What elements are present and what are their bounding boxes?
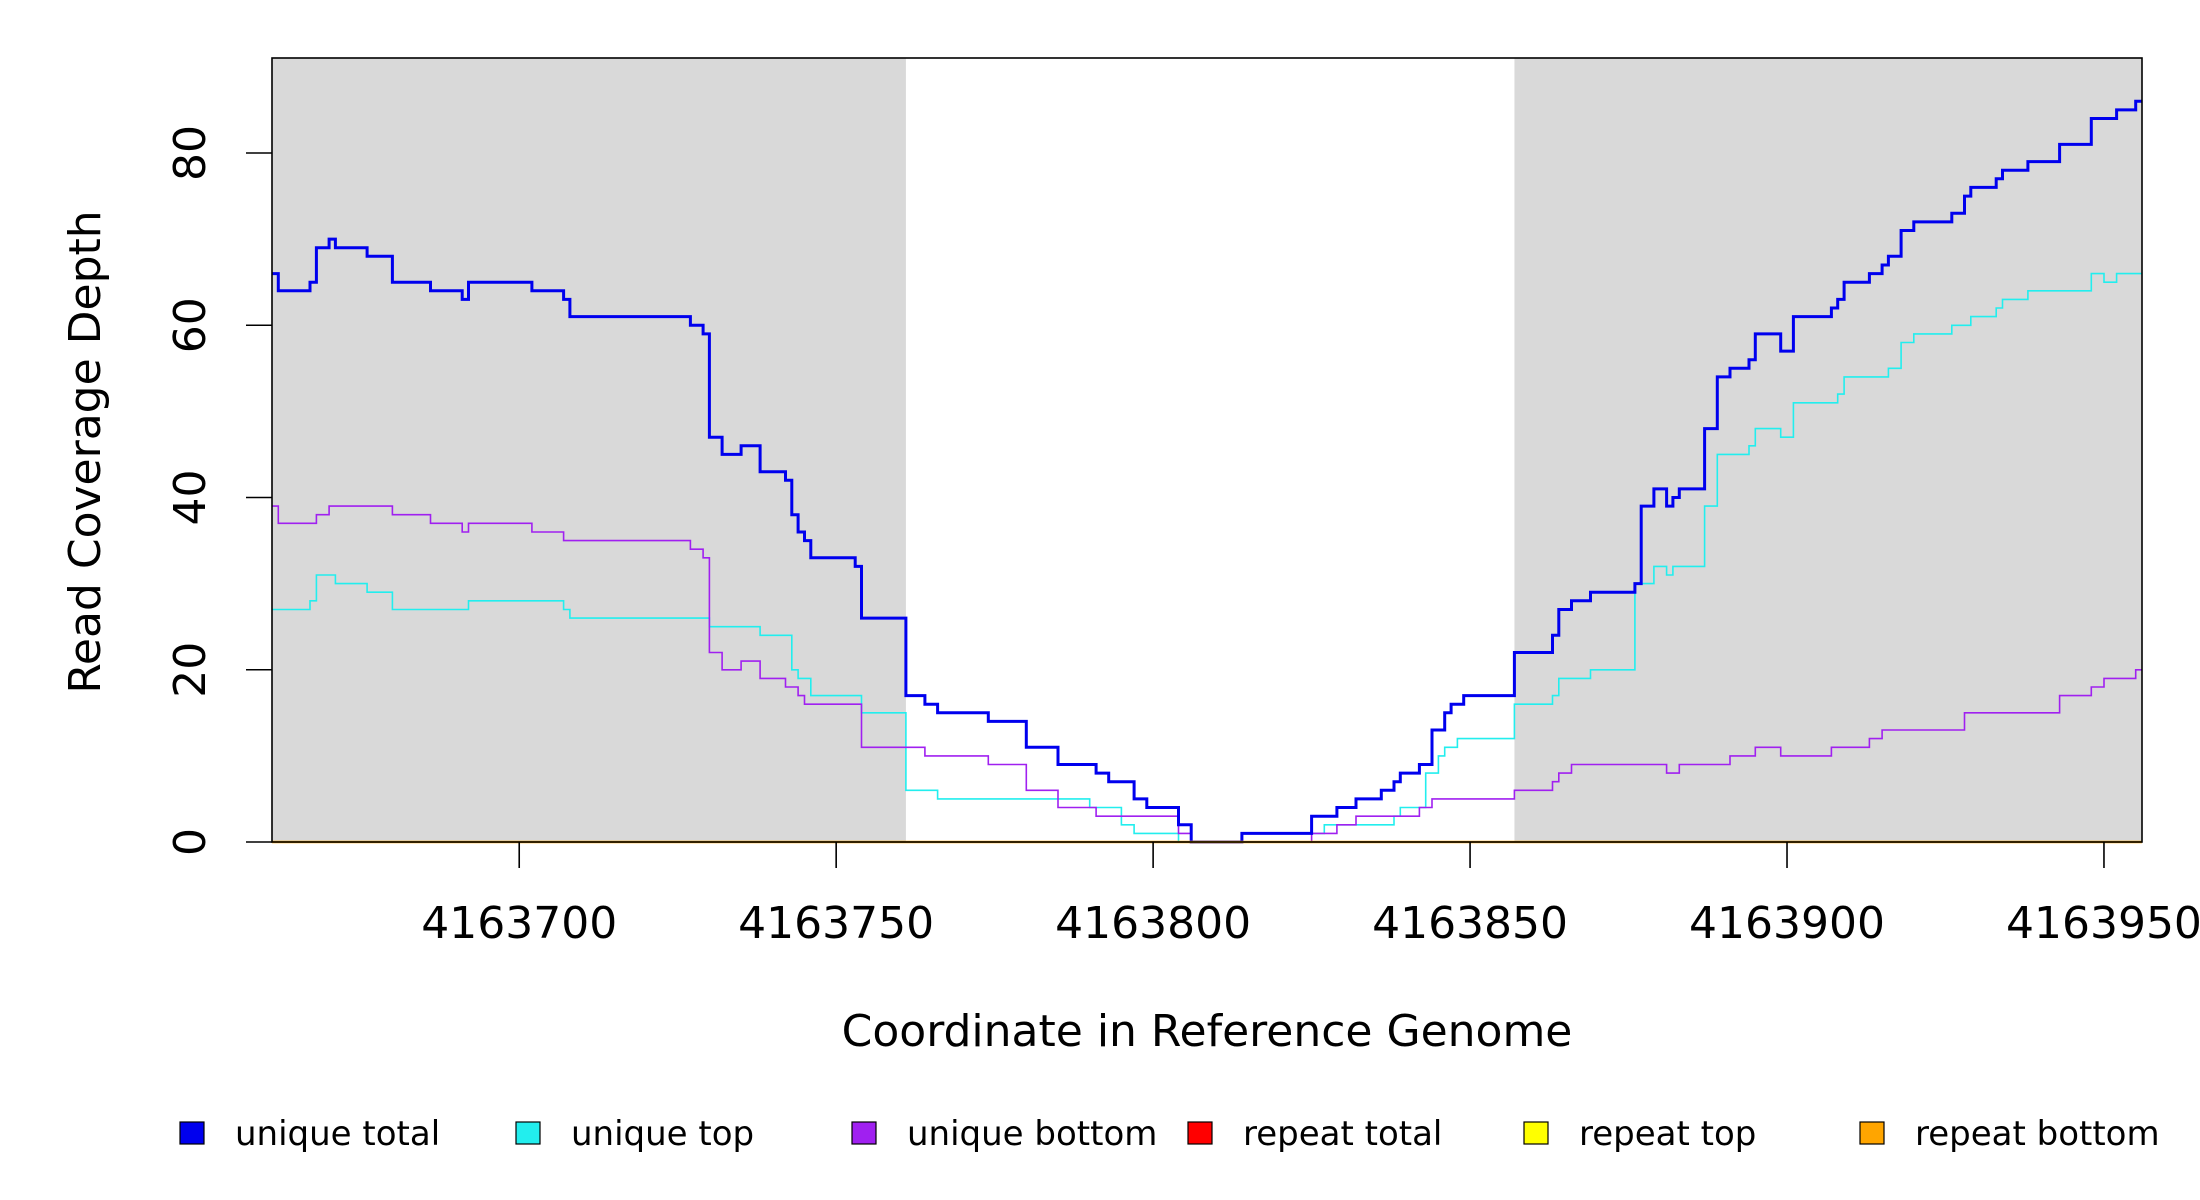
legend-item: repeat total: [1187, 1114, 1442, 1154]
series-line-unique-total: [272, 99, 2142, 844]
y-tick-label: 20: [165, 642, 216, 698]
x-axis-label: Coordinate in Reference Genome: [842, 1006, 1573, 1057]
x-tick-label: 4163800: [1055, 898, 1251, 949]
legend-label: unique bottom: [907, 1114, 1157, 1154]
legend-swatch: [1859, 1121, 1885, 1145]
y-tick-label: 40: [165, 470, 216, 526]
legend-swatch: [179, 1121, 205, 1145]
legend-label: repeat total: [1243, 1114, 1442, 1154]
shaded-region-2: [1514, 58, 2142, 842]
x-tick-label: 4163900: [1689, 898, 1885, 949]
shaded-region-1: [272, 58, 906, 842]
legend-label: repeat top: [1579, 1114, 1756, 1154]
x-tick-label: 4163700: [421, 898, 617, 949]
legend-item: unique total: [179, 1114, 440, 1154]
legend: unique total unique top unique bottom repea…: [179, 1114, 2160, 1154]
y-tick-label: 60: [165, 297, 216, 353]
y-axis-label: Read Coverage Depth: [60, 210, 111, 693]
legend-label: unique total: [235, 1114, 440, 1154]
legend-swatch: [1187, 1121, 1213, 1145]
legend-item: repeat bottom: [1859, 1114, 2160, 1154]
legend-swatch: [851, 1121, 877, 1145]
x-tick-label: 4163850: [1372, 898, 1568, 949]
y-tick-label: 0: [165, 828, 216, 856]
series-line-unique-top: [272, 272, 2142, 843]
legend-swatch: [515, 1121, 541, 1145]
shaded-regions: [272, 58, 2142, 842]
y-tick-label: 80: [165, 125, 216, 181]
plot-frame: [271, 57, 2143, 843]
x-axis: 4163700 4163750 4163800 4163850 4163900 41639…: [421, 842, 2200, 949]
legend-label: unique top: [571, 1114, 754, 1154]
y-axis: 0 20 40 60 80: [165, 125, 272, 856]
legend-item: unique bottom: [851, 1114, 1157, 1154]
legend-item: repeat top: [1523, 1114, 1756, 1154]
legend-swatch: [1523, 1121, 1549, 1145]
legend-item: unique top: [515, 1114, 754, 1154]
x-tick-label: 4163950: [2006, 898, 2200, 949]
legend-label: repeat bottom: [1915, 1114, 2160, 1154]
series-line-unique-bottom: [272, 505, 2142, 843]
x-tick-label: 4163750: [738, 898, 934, 949]
